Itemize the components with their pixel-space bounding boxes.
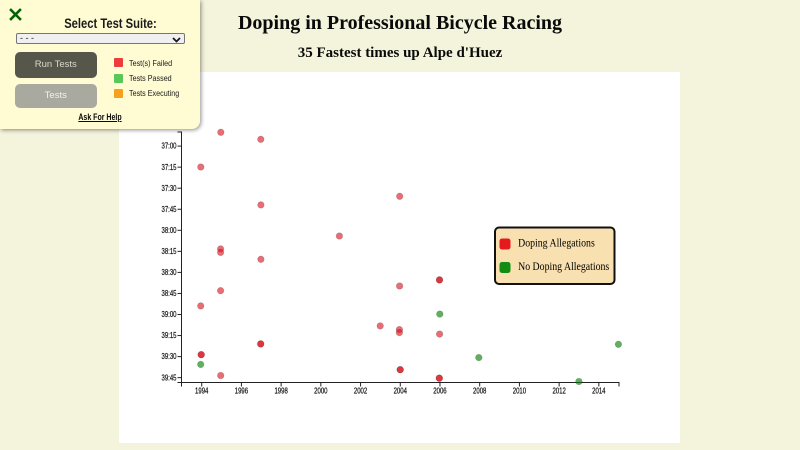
svg-text:2008: 2008: [473, 388, 486, 396]
svg-text:37:45: 37:45: [161, 206, 176, 214]
svg-text:39:00: 39:00: [161, 311, 176, 319]
svg-text:2006: 2006: [433, 388, 446, 396]
svg-text:37:00: 37:00: [161, 143, 176, 151]
svg-text:1998: 1998: [274, 388, 287, 396]
svg-text:2002: 2002: [354, 388, 367, 396]
svg-text:38:45: 38:45: [161, 290, 176, 298]
svg-text:37:30: 37:30: [161, 185, 176, 193]
svg-text:38:30: 38:30: [161, 269, 176, 277]
svg-text:2004: 2004: [394, 388, 407, 396]
svg-text:2000: 2000: [314, 388, 327, 396]
svg-text:No Doping Allegations: No Doping Allegations: [518, 261, 609, 274]
svg-text:Doping Allegations: Doping Allegations: [518, 237, 595, 250]
svg-text:39:45: 39:45: [161, 375, 176, 383]
svg-text:39:15: 39:15: [161, 332, 176, 340]
svg-text:2012: 2012: [552, 388, 565, 396]
svg-text:2010: 2010: [513, 388, 526, 396]
svg-text:37:15: 37:15: [161, 164, 176, 172]
svg-text:1996: 1996: [235, 388, 248, 396]
svg-text:38:00: 38:00: [161, 227, 176, 235]
svg-text:39:30: 39:30: [161, 354, 176, 362]
svg-text:38:15: 38:15: [161, 248, 176, 256]
svg-text:2014: 2014: [592, 388, 605, 396]
svg-text:1994: 1994: [195, 388, 208, 396]
